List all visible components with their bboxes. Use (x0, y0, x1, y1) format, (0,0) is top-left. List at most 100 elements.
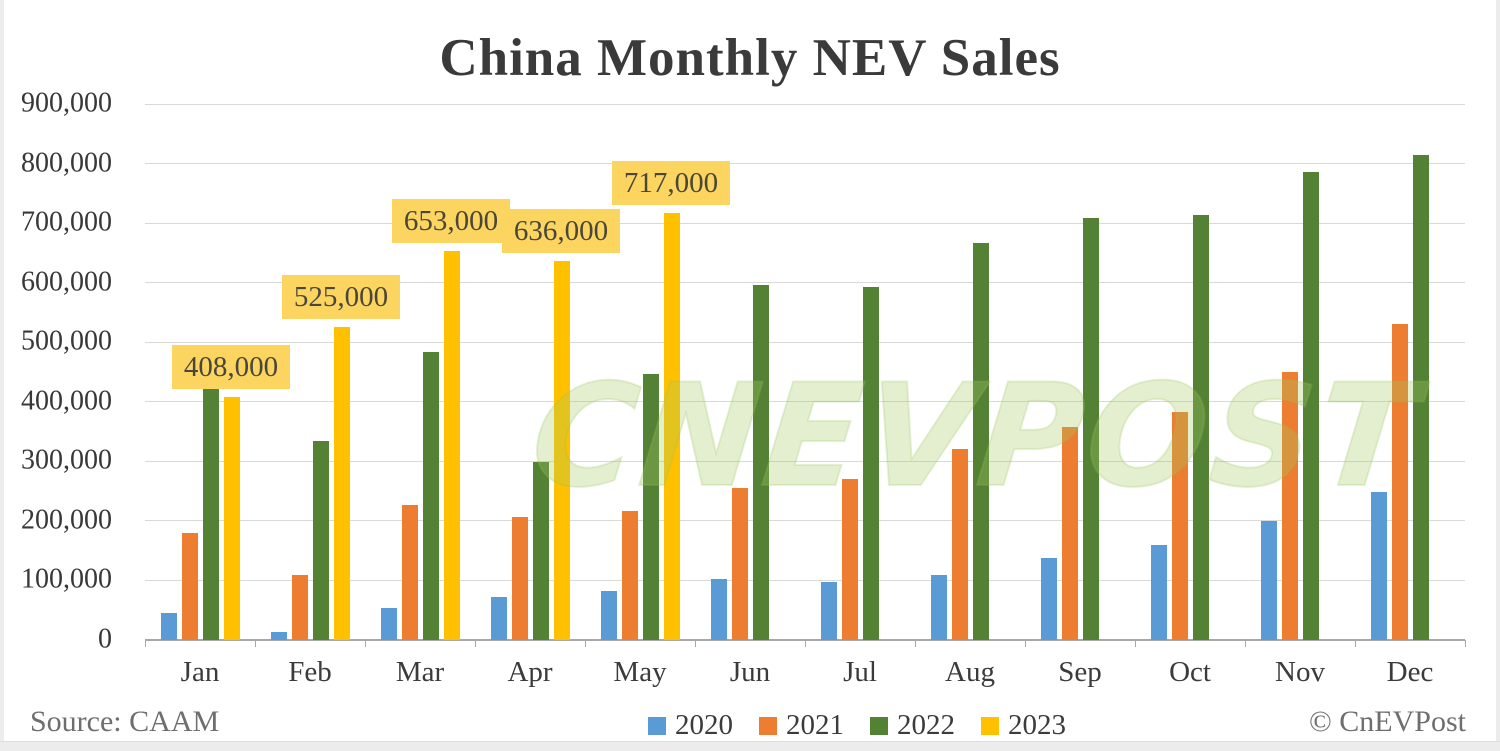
x-axis-label-aug: Aug (945, 656, 995, 688)
bar-2022-mar (422, 351, 439, 640)
y-tick-label-200000: 200,000 (21, 504, 112, 536)
x-axis-tick (1134, 640, 1136, 647)
bar-2023-apr (553, 261, 570, 640)
window-edge-right (1496, 0, 1500, 751)
legend-label-2022: 2022 (897, 709, 955, 741)
y-tick-label-400000: 400,000 (21, 385, 112, 417)
x-axis-label-jul: Jul (843, 656, 877, 688)
bar-group-mar: 653,000 (365, 104, 510, 640)
x-axis-label-mar: Mar (395, 656, 445, 688)
bar-2022-oct (1192, 214, 1209, 640)
x-axis-ticks (144, 640, 1466, 647)
x-axis-labels: Jan Feb Mar Apr May Jun Jul Aug Sep Oct Nov Dec (145, 656, 1465, 689)
bar-2021-apr (511, 517, 528, 640)
bar-2020-apr (490, 597, 507, 640)
x-axis-label-may: May (613, 656, 667, 688)
bar-2021-sep (1061, 427, 1078, 640)
legend: 2020 2021 2022 2023 (648, 709, 1066, 742)
legend-item-2021: 2021 (759, 709, 844, 742)
x-axis-tick (1464, 640, 1466, 647)
window-edge-left (0, 0, 4, 751)
data-label-2023-jan: 408,000 (172, 345, 290, 390)
x-axis-tick (474, 640, 476, 647)
y-tick-label-600000: 600,000 (21, 266, 112, 298)
y-tick-label-300000: 300,000 (21, 444, 112, 476)
legend-label-2023: 2023 (1008, 709, 1066, 741)
bar-2020-oct (1150, 544, 1167, 640)
legend-swatch-2022 (870, 716, 888, 735)
bar-2022-may (642, 373, 659, 640)
x-axis-tick (804, 640, 806, 647)
bar-2022-nov (1302, 171, 1319, 640)
x-axis-label-oct: Oct (1169, 656, 1211, 688)
bars-container: 408,000 525,000 653,000 636,000 717,000 (145, 104, 1465, 640)
y-tick-label-100000: 100,000 (21, 563, 112, 595)
legend-swatch-2023 (981, 716, 999, 735)
bar-group-nov (1245, 104, 1355, 640)
bar-2023-feb (333, 327, 350, 640)
bar-2020-mar (380, 608, 397, 640)
gridline-100000 (145, 579, 1465, 581)
legend-label-2020: 2020 (675, 709, 733, 741)
bar-group-jun (695, 104, 805, 640)
bar-2022-apr (532, 461, 549, 640)
x-axis-tick (144, 640, 146, 647)
legend-swatch-2021 (759, 716, 777, 735)
bar-group-feb: 525,000 (255, 104, 400, 640)
bar-2020-jun (710, 578, 727, 640)
x-axis-tick (364, 640, 366, 647)
bar-2022-dec (1412, 155, 1429, 640)
legend-item-2023: 2023 (981, 709, 1066, 742)
gridline-900000 (145, 103, 1465, 105)
data-label-2023-feb: 525,000 (282, 275, 400, 320)
bar-2021-dec (1391, 323, 1408, 640)
x-axis-tick (1244, 640, 1246, 647)
bar-2021-aug (951, 448, 968, 640)
bar-2021-mar (401, 505, 418, 640)
gridline-200000 (145, 520, 1465, 522)
bar-2022-jun (752, 285, 769, 640)
bar-2021-oct (1171, 411, 1188, 640)
y-tick-label-800000: 800,000 (21, 146, 112, 178)
bar-group-jul (805, 104, 915, 640)
bar-2020-nov (1260, 520, 1277, 640)
x-axis-tick (694, 640, 696, 647)
bar-2020-feb (270, 632, 287, 640)
gridline-500000 (145, 341, 1465, 343)
legend-item-2022: 2022 (870, 709, 955, 742)
bar-2022-sep (1082, 218, 1099, 640)
bar-2020-dec (1370, 492, 1387, 640)
x-axis-label-feb: Feb (288, 656, 332, 688)
bar-group-aug (915, 104, 1025, 640)
data-label-2023-may: 717,000 (612, 161, 730, 205)
y-tick-label-500000: 500,000 (21, 325, 112, 357)
bar-2020-jan (160, 612, 177, 640)
x-axis-tick (254, 640, 256, 647)
bar-2020-sep (1040, 557, 1057, 640)
bar-2021-may (621, 510, 638, 640)
x-axis-label-dec: Dec (1386, 656, 1434, 688)
bar-group-jan: 408,000 (145, 104, 290, 640)
data-label-2023-mar: 653,000 (392, 199, 510, 244)
bar-2023-may (663, 213, 680, 640)
bar-2021-nov (1281, 372, 1298, 640)
x-axis-tick (584, 640, 586, 647)
y-tick-label-0: 0 (98, 623, 112, 655)
x-axis-label-nov: Nov (1275, 656, 1325, 688)
bar-2023-jan (223, 397, 240, 640)
copyright-note: © CnEVPost (1309, 705, 1466, 738)
bar-2021-feb (291, 574, 308, 640)
x-axis-tick (1354, 640, 1356, 647)
bar-2020-may (600, 591, 617, 640)
window-edge-bottom (0, 741, 1500, 751)
bar-group-sep (1025, 104, 1135, 640)
bar-group-apr: 636,000 (475, 104, 620, 640)
bar-2020-jul (820, 581, 837, 640)
bar-group-oct (1135, 104, 1245, 640)
legend-label-2021: 2021 (786, 709, 844, 741)
x-axis-tick (914, 640, 916, 647)
chart-title: China Monthly NEV Sales (439, 29, 1061, 87)
gridline-800000 (145, 163, 1465, 165)
bar-2020-aug (930, 575, 947, 640)
